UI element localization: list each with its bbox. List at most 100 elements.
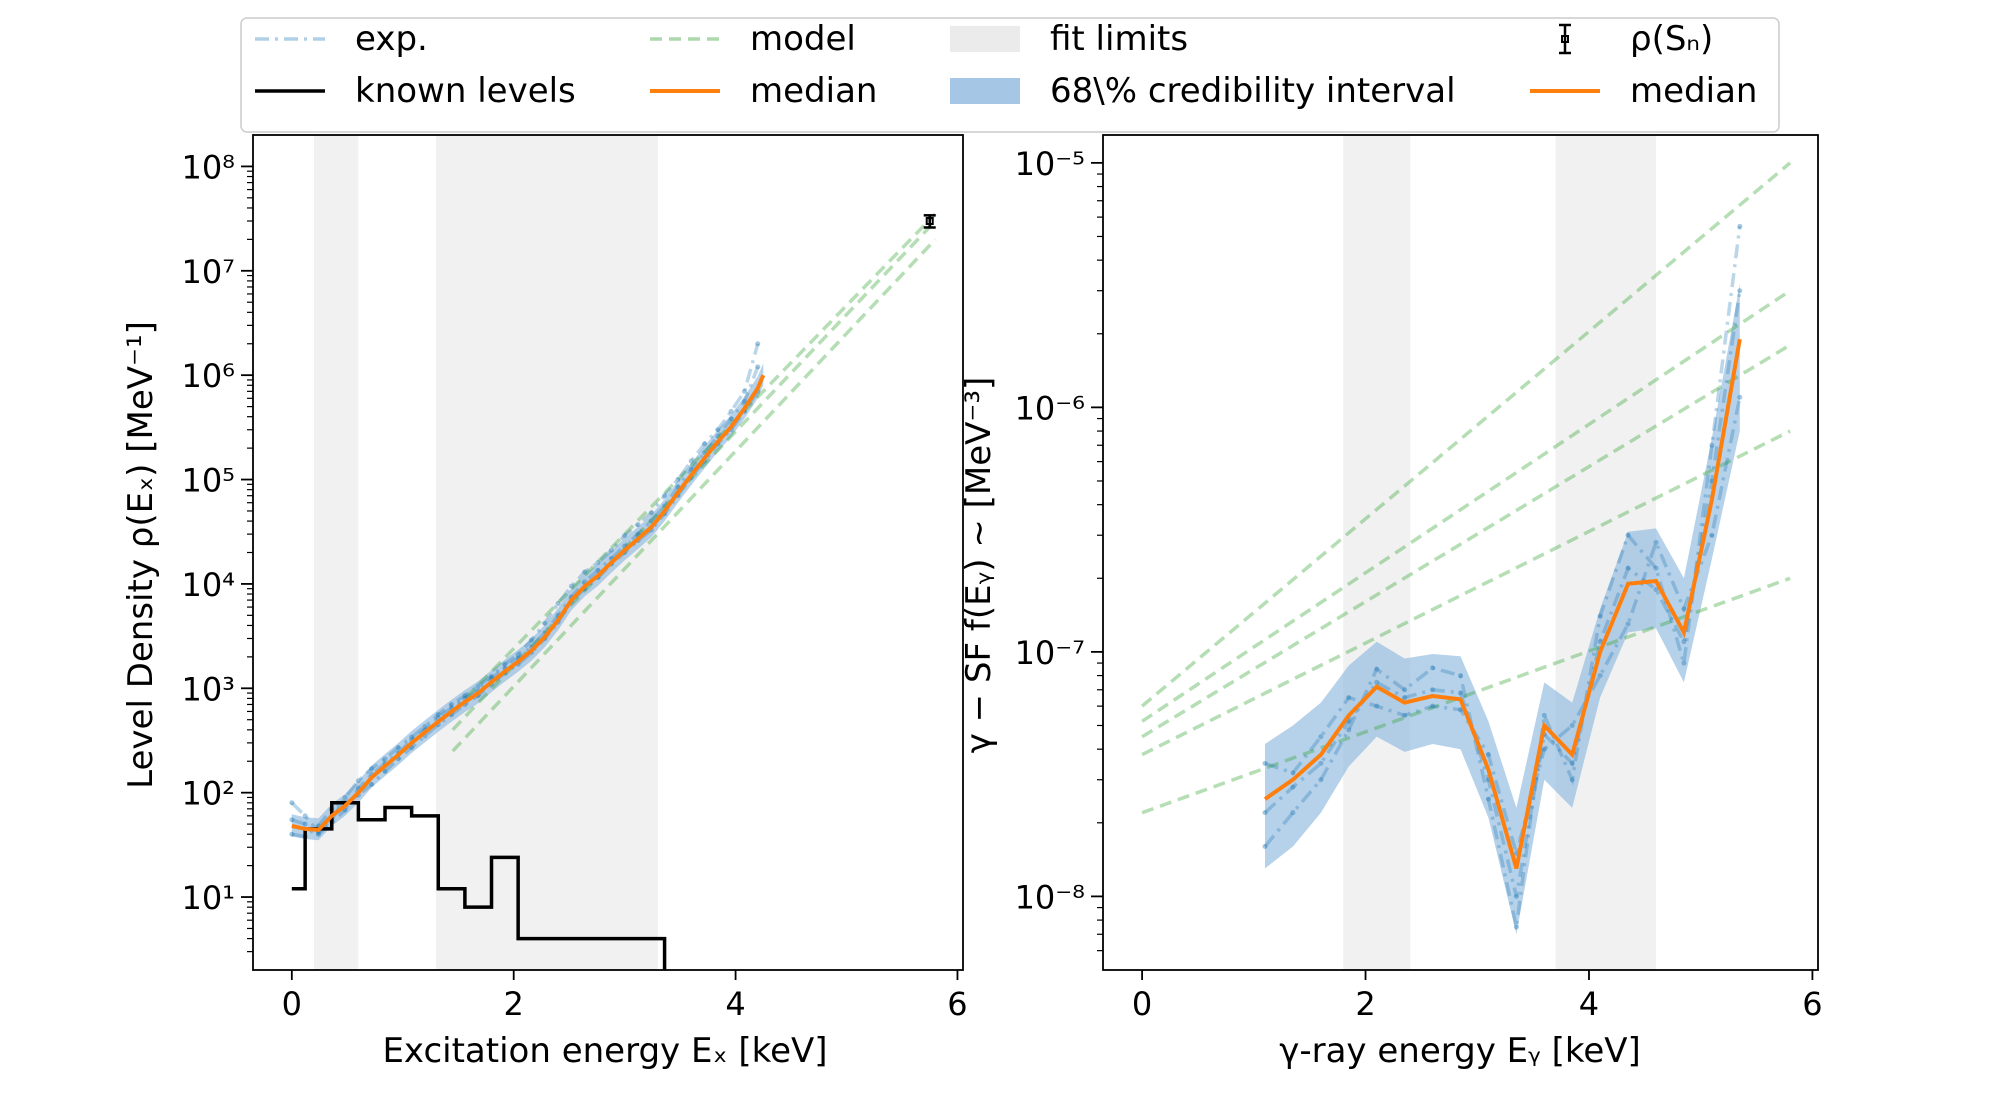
exp-point — [462, 693, 468, 699]
legend-items: exp. known levels model median fit limits 68\… — [255, 19, 1757, 111]
exp-point — [342, 794, 348, 800]
model-line-0 — [1141, 576, 1791, 815]
exp-point — [715, 427, 721, 433]
exp-point — [449, 701, 455, 707]
exp-point — [489, 673, 495, 679]
exp-point — [755, 341, 761, 347]
exp-point — [675, 477, 681, 483]
exp-point — [515, 652, 521, 658]
exp-point — [1458, 707, 1463, 713]
exp-point — [528, 637, 534, 643]
exp-point — [741, 388, 747, 394]
exp-point — [1290, 770, 1296, 776]
credibility-band — [1265, 283, 1740, 935]
exp-line-0 — [1263, 226, 1742, 928]
exp-point — [1625, 532, 1631, 538]
exp-point — [1458, 673, 1463, 679]
model-line-0 — [451, 219, 937, 732]
exp-point — [1374, 666, 1380, 672]
legend-handle-errorbar-marker — [1561, 35, 1569, 43]
y-tick-label: 10⁻⁶ — [1015, 389, 1085, 427]
x-tick-label: 0 — [1132, 985, 1152, 1023]
x-tick-label: 4 — [1579, 985, 1599, 1023]
exp-point — [382, 756, 388, 762]
x-axis-label: Excitation energy Eₓ [keV] — [382, 1031, 827, 1071]
extra-layer — [923, 214, 936, 229]
y-tick-label: 10⁻⁵ — [1015, 145, 1085, 183]
legend-label: model — [750, 19, 856, 59]
exp-point — [1402, 712, 1408, 718]
gamma-strength-panel: 0 2 4 6 10⁻⁸ 10⁻⁷ 10⁻⁶ 10⁻⁵ γ-ray energy Eᵧ [ke… — [959, 134, 1823, 1071]
exp-point — [1709, 532, 1715, 538]
exp-point — [382, 768, 388, 774]
exp-point — [369, 781, 375, 787]
exp-point — [1513, 924, 1519, 930]
exp-point — [595, 567, 601, 573]
exp-point — [302, 821, 308, 827]
exp-point — [1430, 703, 1436, 709]
exp-point — [395, 745, 401, 751]
exp-point — [1513, 893, 1519, 899]
exp-point — [1262, 760, 1268, 766]
fit-limits-layer — [314, 135, 658, 970]
model-line-1 — [451, 238, 937, 753]
legend-label: median — [750, 71, 877, 111]
exp-point — [1402, 687, 1408, 693]
exp-point — [648, 510, 654, 516]
y-tick-label: 10⁻⁷ — [1015, 634, 1085, 672]
model-line-1 — [1141, 429, 1791, 757]
exp-point — [595, 560, 601, 566]
exp-point — [302, 813, 308, 819]
y-tick-label: 10⁷ — [181, 253, 235, 291]
exp-point — [555, 600, 561, 606]
exp-point — [728, 408, 734, 414]
exp-point — [289, 817, 295, 823]
x-axis-label: γ-ray energy Eᵧ [keV] — [1279, 1031, 1641, 1071]
exp-point — [1346, 727, 1352, 733]
x-tick-label: 6 — [947, 985, 967, 1023]
axes-frame — [1102, 134, 1819, 971]
exp-point — [1569, 722, 1575, 728]
exp-point — [1262, 843, 1268, 849]
exp-point — [1709, 442, 1715, 448]
exp-point — [662, 493, 668, 499]
level-density-panel: 0 2 4 6 10¹ 10² 10³ 10⁴ 10⁵ 10⁶ 10⁷ 10⁸ Excitation … — [121, 134, 968, 1071]
axes-layer: 0 2 4 6 10⁻⁸ 10⁻⁷ 10⁻⁶ 10⁻⁵ — [1015, 134, 1823, 1023]
legend: exp. known levels model median fit limits 68\… — [240, 17, 1780, 133]
model-line-2 — [1141, 343, 1792, 739]
exp-point — [622, 533, 628, 539]
legend-frame — [240, 17, 1780, 133]
legend-label: ρ(Sₙ) — [1630, 19, 1713, 59]
fit-limit-region-0 — [1343, 135, 1411, 970]
exp-point — [1737, 288, 1743, 294]
fit-limit-region-0 — [314, 135, 359, 970]
y-tick-label: 10² — [181, 775, 235, 813]
exp-point — [1653, 565, 1659, 571]
median-layer — [291, 374, 766, 970]
exp-point — [1653, 540, 1659, 546]
exp-point — [702, 441, 708, 447]
exp-point — [1541, 712, 1547, 718]
legend-handle-fit-limits — [950, 26, 1020, 52]
exp-point — [1681, 639, 1687, 645]
exp-point — [1597, 639, 1603, 645]
known-levels-line — [291, 801, 667, 970]
model-line-4 — [1140, 161, 1792, 708]
exp-point — [355, 778, 361, 784]
y-tick-label: 10³ — [181, 670, 235, 708]
exp-point — [755, 364, 761, 370]
exp-point — [315, 831, 321, 837]
exp-point — [409, 734, 415, 740]
y-tick-label: 10⁵ — [181, 462, 235, 500]
exp-point — [1485, 796, 1491, 802]
exp-point — [1318, 760, 1324, 766]
exp-point — [1737, 223, 1743, 229]
exp-point — [1402, 695, 1408, 701]
exp-point — [1374, 679, 1380, 685]
exp-point — [1681, 660, 1687, 666]
exp-point — [1681, 606, 1687, 612]
exp-point — [635, 522, 641, 528]
model-layer — [451, 212, 937, 753]
median-layer — [1263, 338, 1742, 870]
